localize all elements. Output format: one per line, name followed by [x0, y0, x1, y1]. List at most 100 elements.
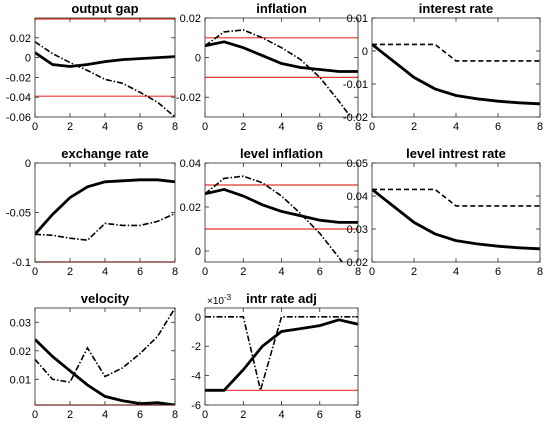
series-line-0 — [35, 51, 175, 68]
x-tick-label: 6 — [495, 121, 501, 133]
x-tick-label: 4 — [278, 121, 284, 133]
x-tick-label: 2 — [67, 121, 73, 133]
panel-title: level inflation — [240, 146, 323, 161]
x-tick-label: 6 — [137, 121, 143, 133]
panel-5: 0 2 4 6 8 0.05 0.04 0.03 0.02 level intrest rate — [347, 146, 543, 278]
x-tick-label: 2 — [411, 266, 417, 278]
series-line-0 — [372, 43, 540, 106]
y-tick-label: -0.02 — [6, 72, 31, 84]
x-tick-label: 4 — [278, 409, 284, 421]
y-tick-label: 0.04 — [180, 158, 201, 170]
y-tick-label: 0.02 — [180, 202, 201, 214]
x-tick-label: 2 — [67, 409, 73, 421]
y-tick-label: 0.05 — [347, 158, 368, 170]
y-tick-label: 0.02 — [10, 346, 31, 358]
x-tick-label: 0 — [369, 266, 375, 278]
panel-7: 0 2 4 6 8 0 -2 -4 -6 intr rate adj ×10-3 — [191, 291, 361, 421]
y-tick-label: 0.03 — [10, 317, 31, 329]
y-tick-label: -4 — [191, 371, 201, 383]
y-tick-label: 0 — [362, 46, 368, 58]
y-tick-label: 0.02 — [347, 257, 368, 269]
x-tick-label: 4 — [278, 266, 284, 278]
x-tick-label: 0 — [202, 266, 208, 278]
series-line-0 — [372, 188, 540, 251]
x-tick-label: 4 — [102, 409, 108, 421]
y-tick-label: 0.02 — [10, 33, 31, 45]
y-tick-label: 0.02 — [180, 13, 201, 25]
x-tick-label: 0 — [32, 121, 38, 133]
series-line-1 — [35, 212, 175, 242]
y-tick-label: 0 — [25, 53, 31, 65]
axes-frame — [204, 17, 359, 118]
y-tick-label: 0.01 — [347, 13, 368, 25]
series-line-1 — [205, 29, 352, 117]
y-tick-label: 0 — [195, 53, 201, 65]
panel-title: level intrest rate — [406, 146, 506, 161]
y-tick-label: 0 — [195, 312, 201, 324]
panel-title: exchange rate — [61, 146, 148, 161]
y-tick-label: -6 — [191, 400, 201, 412]
y-tick-label: -2 — [191, 341, 201, 353]
panel-3: 0 2 4 6 8 0 -0.05 -0.1 exchange rate — [6, 146, 178, 278]
series-line-1 — [205, 175, 344, 262]
x-tick-label: 0 — [202, 409, 208, 421]
y-tick-label: 0.03 — [347, 224, 368, 236]
panel-title: velocity — [81, 291, 130, 306]
x-tick-label: 4 — [453, 121, 459, 133]
x-tick-label: 6 — [137, 409, 143, 421]
panel-4: 0 2 4 6 8 0.04 0.02 0 level inflation — [180, 146, 361, 278]
y-tick-label: 0 — [195, 246, 201, 258]
y-tick-label: -0.1 — [12, 257, 31, 269]
axes-frame — [34, 307, 176, 406]
series-line-1 — [35, 41, 175, 117]
axes-frame — [34, 17, 176, 118]
x-tick-label: 4 — [453, 266, 459, 278]
x-tick-label: 2 — [67, 266, 73, 278]
y-tick-label: -0.04 — [6, 92, 31, 104]
series-line-0 — [205, 318, 358, 392]
x-tick-label: 2 — [240, 409, 246, 421]
x-tick-label: 0 — [369, 121, 375, 133]
x-tick-label: 8 — [172, 266, 178, 278]
y-tick-label: 0 — [25, 158, 31, 170]
panel-title: intr rate adj — [246, 291, 317, 306]
x-tick-label: 2 — [411, 121, 417, 133]
panel-6: 0 2 4 6 8 0.03 0.02 0.01 velocity — [10, 291, 178, 421]
y-tick-label: -0.02 — [176, 92, 201, 104]
y-tick-label: -0.01 — [343, 79, 368, 91]
panel-2: 0 2 4 6 8 0.01 0 -0.01 -0.02 interest rate — [343, 1, 543, 133]
axis-exponent-label: ×10-3 — [207, 293, 232, 307]
series-line-1 — [372, 188, 540, 207]
panel-1: 0 2 4 6 8 0.02 0 -0.02 inflation — [176, 1, 361, 133]
y-tick-label: -0.02 — [343, 112, 368, 124]
x-tick-label: 6 — [317, 266, 323, 278]
series-line-1 — [205, 315, 358, 394]
x-tick-label: 6 — [317, 121, 323, 133]
x-tick-label: 4 — [102, 266, 108, 278]
x-tick-label: 0 — [32, 409, 38, 421]
x-tick-label: 4 — [102, 121, 108, 133]
y-tick-label: 0.04 — [347, 191, 368, 203]
panel-0: 0 2 4 6 8 0.02 0 -0.02 -0.04 -0.06 output gap — [6, 1, 178, 133]
series-line-0 — [35, 338, 175, 405]
x-tick-label: 8 — [172, 121, 178, 133]
x-tick-label: 8 — [355, 409, 361, 421]
panel-title: inflation — [256, 1, 307, 16]
series-line-0 — [205, 40, 358, 73]
x-tick-label: 8 — [355, 121, 361, 133]
panel-title: output gap — [71, 1, 138, 16]
series-line-0 — [205, 187, 358, 224]
y-tick-label: 0.01 — [10, 374, 31, 386]
series-line-1 — [35, 308, 175, 384]
y-tick-label: -0.06 — [6, 112, 31, 124]
x-tick-label: 2 — [240, 266, 246, 278]
x-tick-label: 8 — [355, 266, 361, 278]
x-tick-label: 8 — [537, 266, 543, 278]
x-tick-label: 8 — [537, 121, 543, 133]
x-tick-label: 2 — [240, 121, 246, 133]
x-tick-label: 6 — [495, 266, 501, 278]
x-tick-label: 0 — [202, 121, 208, 133]
x-tick-label: 6 — [137, 266, 143, 278]
x-tick-label: 6 — [317, 409, 323, 421]
